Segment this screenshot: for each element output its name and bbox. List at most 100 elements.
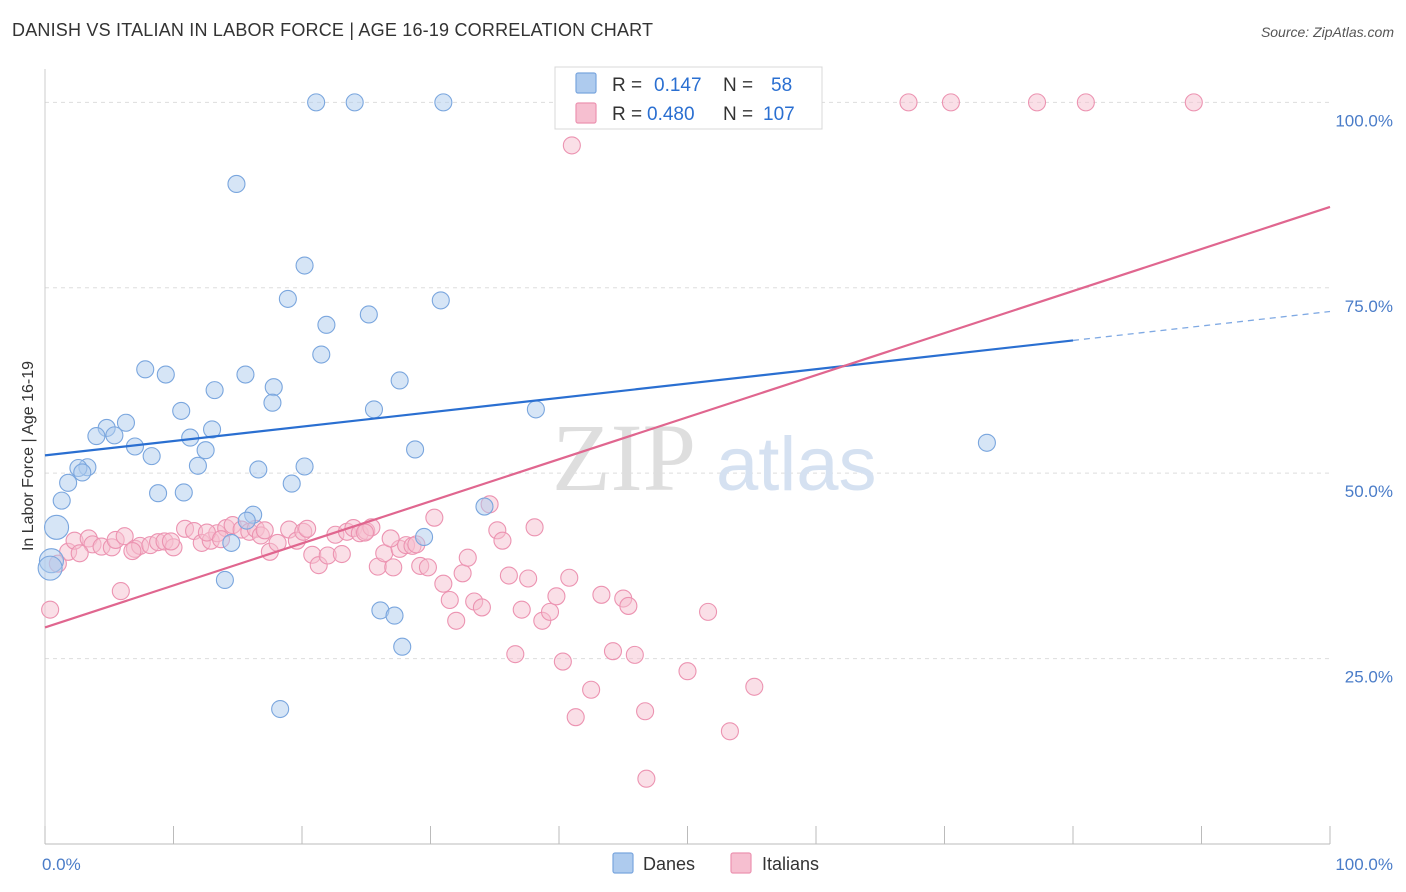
italians-point — [418, 558, 437, 577]
danes-point — [172, 401, 191, 420]
italians-point — [582, 680, 601, 699]
italians-point — [111, 582, 130, 601]
danes-point — [196, 441, 215, 460]
danes-point — [203, 420, 222, 439]
italians-point — [560, 568, 579, 587]
danes-point — [263, 393, 282, 412]
x-tick-label: 100.0% — [1335, 855, 1393, 874]
danes-point — [393, 637, 412, 656]
italians-point — [678, 662, 697, 681]
italians-point — [1027, 93, 1047, 112]
danes-point — [52, 491, 71, 510]
italians-point — [941, 93, 960, 112]
y-axis-label: In Labor Force | Age 16-19 — [20, 361, 37, 551]
italians-point — [161, 532, 180, 551]
y-tick-labels: 25.0% 50.0% 75.0% 100.0% — [1335, 111, 1393, 686]
danes-point — [977, 433, 996, 452]
y-tick-label: 100.0% — [1335, 111, 1393, 130]
italians-point — [699, 602, 718, 621]
x-tick-label: 0.0% — [42, 855, 81, 874]
danes-point — [282, 474, 301, 493]
italians-point — [123, 542, 142, 561]
italians-point — [547, 587, 566, 606]
x-tick-labels: 0.0% 100.0% — [42, 855, 1393, 874]
danes-point — [406, 440, 425, 459]
italians-n-value: 107 — [763, 104, 795, 125]
danes-point — [116, 413, 136, 432]
italians-point — [519, 569, 538, 588]
y-tick-label: 75.0% — [1345, 297, 1393, 316]
italians-point — [355, 523, 375, 542]
italians-point — [115, 527, 134, 546]
watermark-zip: ZIP — [552, 404, 696, 511]
danes-point — [73, 463, 92, 482]
italians-point — [506, 645, 525, 664]
danes-r-value: 0.147 — [654, 75, 702, 96]
italians-point — [499, 566, 518, 585]
danes-n-label: N = — [723, 75, 753, 96]
italians-point — [440, 590, 459, 610]
italians-point — [384, 558, 403, 577]
danes-point — [215, 570, 234, 590]
danes-point — [249, 460, 268, 479]
italians-point — [255, 521, 274, 540]
italians-point — [425, 508, 444, 527]
danes-point — [222, 533, 241, 552]
series-legend: Danes Italians — [612, 852, 819, 874]
italians-point — [636, 702, 655, 721]
italians-r-label: R = — [612, 104, 642, 125]
danes-point — [475, 497, 494, 516]
danes-point — [87, 427, 106, 446]
danes-point — [295, 256, 314, 275]
watermark-atlas: atlas — [716, 422, 877, 507]
danes-point — [264, 378, 283, 397]
danes-trend-extension — [1072, 310, 1331, 342]
italians-n-label: N = — [723, 104, 753, 125]
danes-point — [156, 365, 175, 384]
italians-point — [70, 544, 89, 563]
danes-point — [59, 473, 78, 492]
italians-swatch — [575, 102, 597, 124]
danes-point — [415, 527, 434, 547]
trend-lines — [44, 205, 1331, 629]
italians-point — [566, 708, 585, 727]
danes-n-value: 58 — [771, 75, 792, 96]
danes-legend-swatch — [612, 852, 634, 874]
stats-legend-box — [554, 66, 823, 130]
danes-point — [44, 514, 70, 540]
danes-point — [136, 360, 155, 379]
italians-point — [472, 598, 491, 617]
italians-point — [625, 645, 644, 664]
italians-point — [453, 564, 472, 583]
danes-point — [142, 447, 161, 466]
italians-point — [562, 136, 581, 155]
danes-point — [312, 345, 331, 364]
danes-point — [364, 400, 384, 419]
danes-point — [205, 381, 224, 400]
danes-point — [37, 555, 63, 581]
italians-point — [512, 600, 531, 619]
danes-point — [317, 315, 336, 334]
danes-point — [174, 483, 193, 502]
italians-legend-swatch — [730, 852, 752, 874]
danes-point — [105, 426, 124, 445]
italians-legend-label: Italians — [762, 854, 819, 874]
danes-point — [295, 457, 314, 476]
italians-point — [434, 574, 453, 593]
italians-trend-line — [44, 205, 1331, 629]
y-tick-label: 25.0% — [1345, 668, 1393, 687]
axes — [44, 69, 1331, 845]
italians-point — [603, 642, 623, 661]
italians-point — [720, 722, 739, 741]
danes-point — [237, 511, 256, 530]
danes-points — [37, 93, 996, 719]
italians-r-value: 0.480 — [647, 104, 695, 125]
danes-point — [345, 93, 364, 112]
italians-point — [298, 519, 317, 538]
italians-point — [332, 544, 351, 564]
danes-point — [431, 291, 450, 310]
danes-point — [236, 365, 255, 384]
italians-point — [525, 518, 544, 537]
danes-point — [434, 93, 453, 112]
